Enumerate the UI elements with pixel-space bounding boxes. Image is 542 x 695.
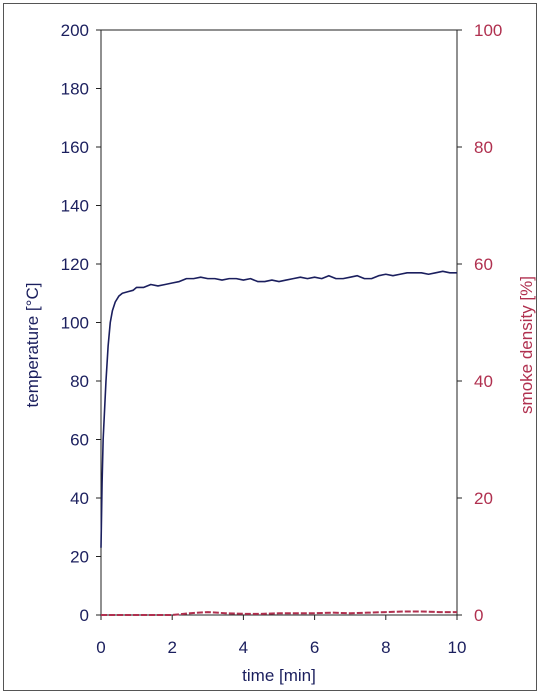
smoke-density-line xyxy=(101,610,457,616)
x-axis-title: time [min] xyxy=(242,666,316,685)
plot-area xyxy=(100,29,458,616)
y-right-tick-label: 60 xyxy=(474,255,493,274)
temperature-line xyxy=(100,270,457,548)
y-axis-left-title: temperature [°C] xyxy=(23,283,42,408)
x-tick-label: 10 xyxy=(448,638,467,657)
x-tick-label: 6 xyxy=(310,638,319,657)
y-left-tick-label: 180 xyxy=(61,80,89,99)
y-left-tick-label: 60 xyxy=(70,431,89,450)
y-right-tick-label: 80 xyxy=(474,138,493,157)
x-tick-label: 0 xyxy=(96,638,105,657)
x-tick-label: 2 xyxy=(167,638,176,657)
y-axis-right-title: smoke density [%] xyxy=(517,276,536,414)
y-left-tick-label: 80 xyxy=(70,372,89,391)
y-right-tick-label: 40 xyxy=(474,372,493,391)
y-right-tick-label: 20 xyxy=(474,489,493,508)
y-right-tick-label: 0 xyxy=(474,606,483,625)
y-left-tick-label: 0 xyxy=(80,606,89,625)
y-left-tick-label: 160 xyxy=(61,138,89,157)
y-left-tick-label: 40 xyxy=(70,489,89,508)
x-tick-label: 8 xyxy=(381,638,390,657)
y-left-tick-label: 200 xyxy=(61,21,89,40)
y-left-tick-label: 120 xyxy=(61,255,89,274)
y-right-tick-label: 100 xyxy=(474,21,502,40)
y-left-tick-label: 20 xyxy=(70,548,89,567)
y-left-tick-label: 100 xyxy=(61,314,89,333)
y-left-tick-label: 140 xyxy=(61,197,89,216)
chart-frame xyxy=(3,3,537,691)
x-tick-label: 4 xyxy=(239,638,248,657)
